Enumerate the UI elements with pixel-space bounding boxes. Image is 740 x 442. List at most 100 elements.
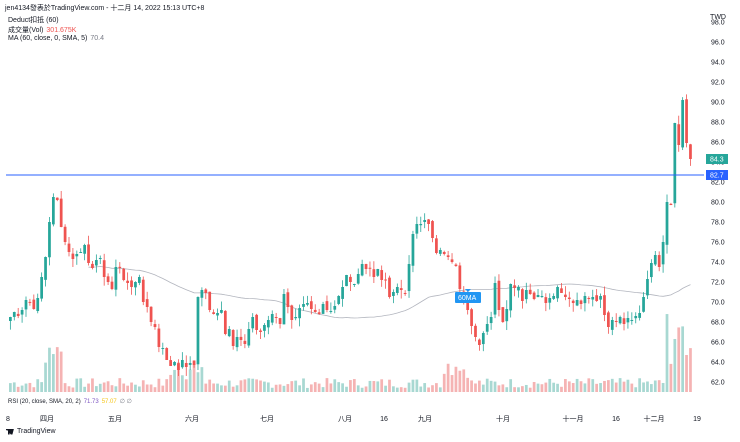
candle-body	[192, 360, 196, 365]
volume-bar	[638, 378, 642, 392]
candle-body	[337, 296, 341, 304]
volume-bar	[489, 380, 493, 392]
volume-bar	[94, 386, 98, 392]
rsi-legend[interactable]: RSI (20, close, SMA, 20, 2) 71.73 57.07 ∅ ∅	[8, 399, 132, 405]
candle-body	[286, 292, 290, 307]
time-axis-label: 六月	[185, 414, 199, 423]
volume-bar	[423, 383, 427, 392]
candle-body	[188, 363, 192, 365]
volume-bar	[59, 351, 63, 392]
candle-body	[454, 264, 458, 266]
volume-bar	[177, 362, 180, 392]
candle-body	[626, 318, 630, 323]
volume-bar	[259, 380, 262, 392]
candle-body	[610, 320, 614, 330]
volume-bar	[309, 384, 313, 392]
candle-body	[274, 316, 278, 318]
candle-body	[438, 250, 442, 254]
volume-bar	[63, 383, 67, 392]
candle-body	[685, 99, 688, 143]
tradingview-brand[interactable]: TradingView	[6, 428, 56, 435]
volume-bar	[188, 369, 192, 392]
volume-bar	[44, 362, 47, 392]
candle-body	[388, 277, 391, 297]
volume-bar	[438, 387, 442, 392]
time-axis-label: 九月	[418, 414, 432, 423]
legend-deduct[interactable]: Deduct扣抵 (60)	[8, 17, 59, 24]
time-axis-label: 16	[380, 416, 388, 423]
volume-bar	[571, 383, 575, 392]
volume-bar	[67, 386, 71, 392]
volume-bar	[591, 379, 595, 392]
candle-body	[630, 320, 634, 321]
volume-bar	[419, 386, 423, 392]
volume-bar	[75, 378, 79, 392]
volume-bar	[333, 379, 337, 392]
volume-bar	[622, 381, 626, 392]
candle-body	[544, 297, 548, 303]
volume-bar	[216, 383, 219, 392]
candle-body	[356, 274, 360, 284]
volume-bar	[642, 382, 645, 392]
candle-body	[110, 281, 114, 289]
candle-body	[689, 144, 692, 159]
candle-body	[419, 224, 423, 226]
volume-bar	[106, 381, 110, 392]
volume-bar	[513, 387, 516, 392]
volume-bar	[208, 379, 212, 392]
time-axis-label: 8	[6, 416, 10, 423]
candle-body	[341, 287, 344, 299]
legend-volume[interactable]: 成交量(Vol) 301.675K	[8, 27, 77, 34]
time-axis-label: 19	[693, 416, 701, 423]
candle-body	[161, 348, 165, 349]
candle-body	[83, 245, 86, 254]
volume-bar	[79, 378, 83, 392]
candle-body	[114, 267, 118, 290]
candle-body	[349, 276, 352, 282]
candle-body	[564, 294, 567, 297]
candle-body	[392, 292, 395, 296]
volume-bar	[227, 380, 231, 392]
price-axis-label: 94.0	[711, 60, 725, 67]
candle-body	[661, 242, 665, 265]
volume-bar	[677, 327, 681, 392]
candle-body	[435, 238, 438, 253]
volume-bar	[552, 382, 556, 392]
volume-bar	[20, 385, 24, 392]
volume-bar	[544, 382, 548, 392]
chart-header: jen4134發表於TradingView.com - 十二月 14, 2022…	[5, 5, 205, 12]
volume-bar	[345, 386, 348, 392]
candle-body	[599, 296, 602, 300]
volume-bar	[102, 382, 106, 392]
volume-bar	[560, 386, 563, 392]
legend-ma[interactable]: MA (60, close, 0, SMA, 5) 70.4	[8, 35, 104, 42]
candle-body	[548, 298, 552, 303]
ma-annotation-box[interactable]	[455, 292, 481, 303]
volume-bar	[411, 379, 415, 392]
rsi-ma-value: 57.07	[101, 399, 117, 405]
candle-body	[442, 252, 446, 254]
volume-bar	[130, 382, 133, 392]
price-axis-label: 88.0	[711, 120, 725, 127]
time-axis-label: 五月	[108, 415, 122, 423]
volume-bar	[548, 378, 552, 392]
candle-body	[220, 310, 223, 313]
volume-bar	[184, 379, 188, 392]
volume-bar	[298, 385, 301, 392]
volume-bar	[497, 385, 501, 392]
volume-bar	[278, 384, 282, 392]
price-axis-label: 74.0	[711, 260, 725, 267]
candle-body	[91, 263, 94, 268]
candle-body	[677, 124, 681, 145]
candle-body	[450, 259, 454, 262]
candle-body	[423, 220, 427, 222]
candle-body	[282, 294, 286, 325]
volume-bar	[392, 386, 395, 392]
volume-bar	[137, 386, 141, 392]
candle-body	[290, 305, 294, 320]
volume-bar	[24, 383, 28, 392]
volume-bar	[399, 387, 403, 392]
volume-bar	[16, 386, 20, 392]
volume-bar	[599, 383, 602, 392]
